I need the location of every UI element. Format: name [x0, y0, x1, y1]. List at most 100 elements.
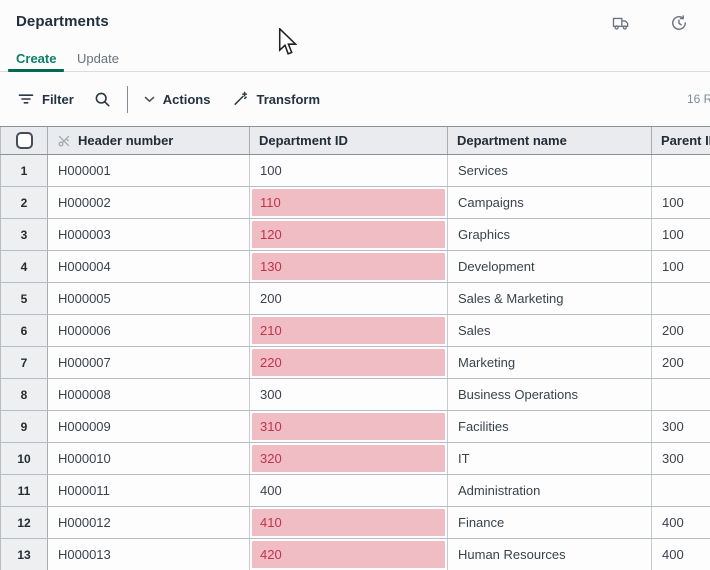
cell-header-number[interactable]: H000001: [48, 155, 250, 186]
column-header-label: Parent ID: [661, 133, 710, 148]
truck-icon: [611, 13, 631, 33]
row-number: 5: [0, 283, 48, 314]
cell-header-number[interactable]: H000004: [48, 251, 250, 282]
tab-update[interactable]: Update: [77, 51, 119, 66]
table-row: 6 H000006 210 Sales 200: [0, 315, 710, 347]
cell-department-id[interactable]: 210: [250, 315, 448, 346]
cell-department-id[interactable]: 130: [250, 251, 448, 282]
cell-header-number[interactable]: H000009: [48, 411, 250, 442]
cell-department-id[interactable]: 420: [250, 539, 448, 570]
row-number: 2: [0, 187, 48, 218]
cell-department-name[interactable]: Services: [448, 155, 652, 186]
table-row: 8 H000008 300 Business Operations: [0, 379, 710, 411]
cell-department-id[interactable]: 300: [250, 379, 448, 410]
table-body: 1 H000001 100 Services 2 H000002 110 Campaigns 1…: [0, 155, 710, 570]
invalid-value-highlight: 210: [252, 317, 445, 344]
cell-department-name[interactable]: IT: [448, 443, 652, 474]
cell-parent-id[interactable]: [652, 475, 710, 506]
row-number: 4: [0, 251, 48, 282]
transform-button[interactable]: Transform: [232, 91, 320, 107]
column-header-parent-id[interactable]: Parent ID: [652, 127, 710, 154]
search-icon: [94, 91, 111, 108]
cell-header-number[interactable]: H000005: [48, 283, 250, 314]
page-title: Departments: [16, 13, 109, 30]
cell-department-id[interactable]: 120: [250, 219, 448, 250]
cell-department-id[interactable]: 310: [250, 411, 448, 442]
cell-parent-id[interactable]: 100: [652, 251, 710, 282]
table-row: 7 H000007 220 Marketing 200: [0, 347, 710, 379]
cell-parent-id[interactable]: 400: [652, 539, 710, 570]
cell-parent-id[interactable]: 200: [652, 347, 710, 378]
row-number: 7: [0, 347, 48, 378]
tab-create[interactable]: Create: [16, 51, 57, 66]
cell-header-number[interactable]: H000013: [48, 539, 250, 570]
search-button[interactable]: [94, 91, 111, 108]
cell-department-name[interactable]: Administration: [448, 475, 652, 506]
cell-department-id[interactable]: 200: [250, 283, 448, 314]
actions-button[interactable]: Actions: [144, 91, 211, 107]
cell-header-number[interactable]: H000012: [48, 507, 250, 538]
cell-parent-id[interactable]: 100: [652, 187, 710, 218]
cell-department-id[interactable]: 110: [250, 187, 448, 218]
filter-button[interactable]: Filter: [18, 92, 74, 107]
row-number: 12: [0, 507, 48, 538]
cell-department-name[interactable]: Development: [448, 251, 652, 282]
filter-icon: [18, 92, 34, 106]
cell-parent-id[interactable]: 300: [652, 411, 710, 442]
column-header-department-id[interactable]: Department ID: [250, 127, 448, 154]
magic-wand-icon: [232, 91, 248, 107]
cell-department-name[interactable]: Facilities: [448, 411, 652, 442]
cell-header-number[interactable]: H000010: [48, 443, 250, 474]
cell-header-number[interactable]: H000002: [48, 187, 250, 218]
cell-parent-id[interactable]: 200: [652, 315, 710, 346]
cell-department-name[interactable]: Sales & Marketing: [448, 283, 652, 314]
cell-department-name[interactable]: Graphics: [448, 219, 652, 250]
cell-parent-id[interactable]: 400: [652, 507, 710, 538]
cell-department-name[interactable]: Human Resources: [448, 539, 652, 570]
table-row: 4 H000004 130 Development 100: [0, 251, 710, 283]
cell-department-name[interactable]: Business Operations: [448, 379, 652, 410]
cell-department-id[interactable]: 400: [250, 475, 448, 506]
column-header-header-number[interactable]: Header number: [48, 127, 250, 154]
cell-parent-id[interactable]: [652, 379, 710, 410]
cell-department-id[interactable]: 220: [250, 347, 448, 378]
table-row: 11 H000011 400 Administration: [0, 475, 710, 507]
tab-bar: Create Update: [0, 48, 710, 72]
cell-department-id[interactable]: 320: [250, 443, 448, 474]
chevron-down-icon: [144, 96, 155, 103]
key-slash-icon: [57, 134, 71, 148]
row-number: 3: [0, 219, 48, 250]
cell-parent-id[interactable]: 300: [652, 443, 710, 474]
active-tab-indicator: [8, 69, 64, 72]
history-button[interactable]: [666, 10, 692, 36]
table-header-row: Header number Department ID Department n…: [0, 126, 710, 155]
invalid-value-highlight: 220: [252, 349, 445, 376]
column-header-label: Department ID: [259, 133, 348, 148]
cell-header-number[interactable]: H000008: [48, 379, 250, 410]
row-number: 6: [0, 315, 48, 346]
cell-parent-id[interactable]: [652, 283, 710, 314]
actions-label: Actions: [162, 91, 211, 107]
select-all-checkbox[interactable]: [15, 132, 33, 149]
cell-header-number[interactable]: H000006: [48, 315, 250, 346]
cell-department-name[interactable]: Campaigns: [448, 187, 652, 218]
cell-department-id[interactable]: 100: [250, 155, 448, 186]
row-number: 13: [0, 539, 48, 570]
column-header-department-name[interactable]: Department name: [448, 127, 652, 154]
history-icon: [669, 13, 689, 33]
cell-department-id[interactable]: 410: [250, 507, 448, 538]
invalid-value-highlight: 110: [252, 189, 445, 216]
invalid-value-highlight: 120: [252, 221, 445, 248]
table-toolbar: Filter Actions: [0, 72, 710, 126]
cell-parent-id[interactable]: [652, 155, 710, 186]
cell-header-number[interactable]: H000011: [48, 475, 250, 506]
cell-department-name[interactable]: Finance: [448, 507, 652, 538]
cell-header-number[interactable]: H000007: [48, 347, 250, 378]
cell-parent-id[interactable]: 100: [652, 219, 710, 250]
cell-header-number[interactable]: H000003: [48, 219, 250, 250]
truck-button[interactable]: [608, 10, 634, 36]
invalid-value-highlight: 310: [252, 413, 445, 440]
cell-department-name[interactable]: Marketing: [448, 347, 652, 378]
cell-department-name[interactable]: Sales: [448, 315, 652, 346]
row-number: 8: [0, 379, 48, 410]
